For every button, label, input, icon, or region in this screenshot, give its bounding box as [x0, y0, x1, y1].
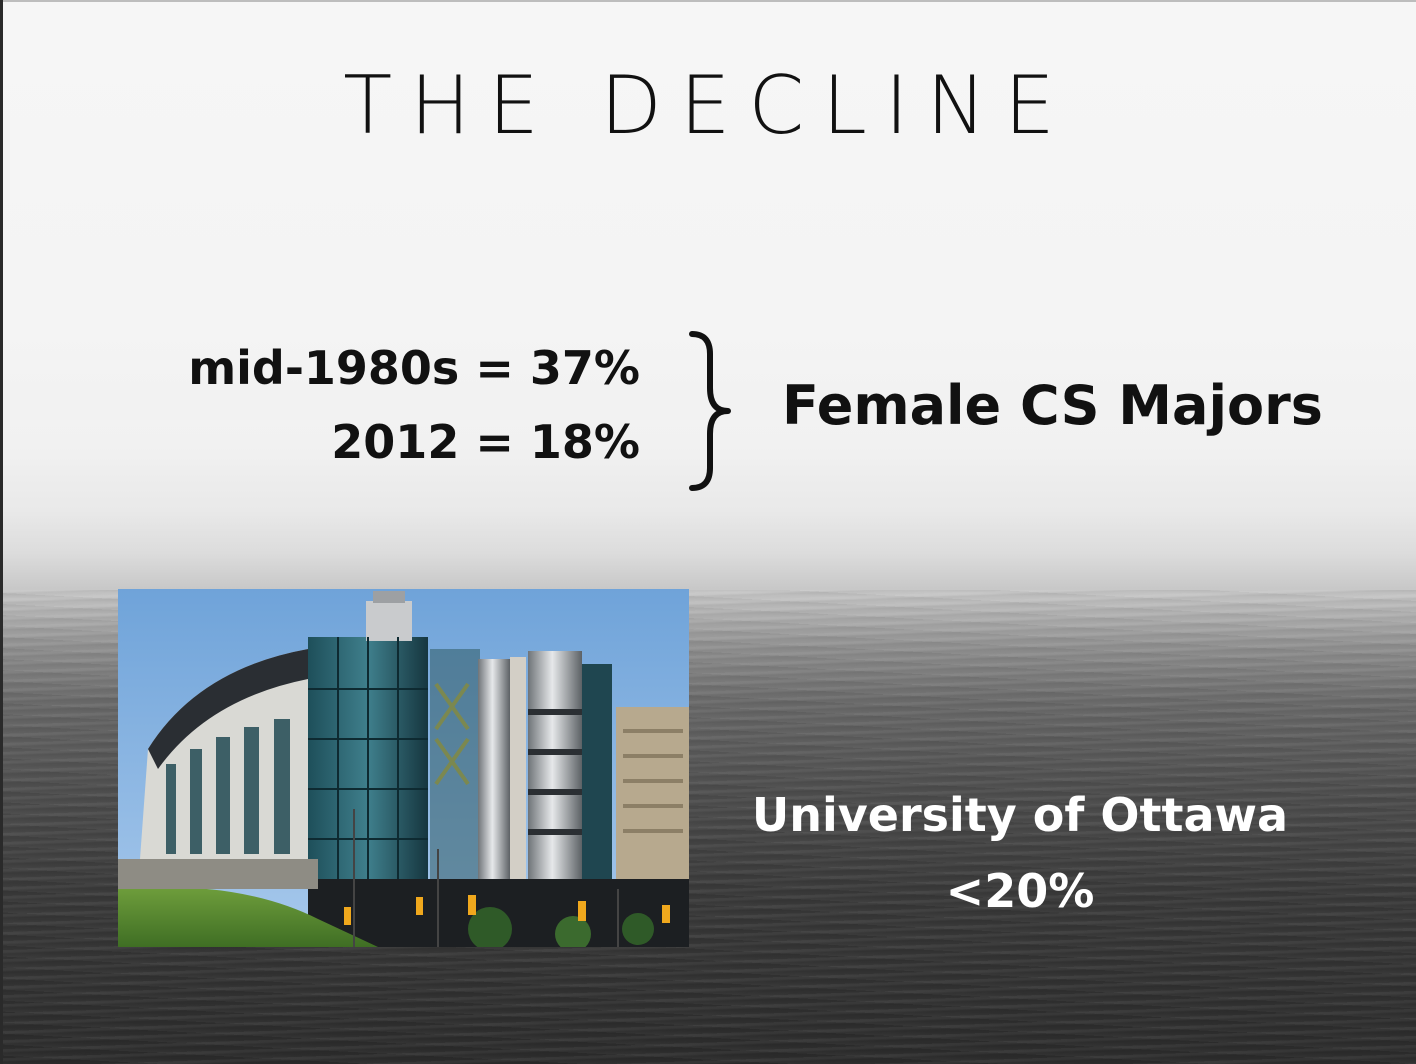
university-building-photo: [118, 589, 689, 947]
stat-2012: 2012 = 18%: [331, 415, 640, 469]
slide-title: THE DECLINE: [343, 59, 1073, 152]
slide-left-edge: [0, 0, 3, 1064]
female-cs-majors-label: Female CS Majors: [782, 374, 1323, 437]
university-percentage: <20%: [945, 864, 1095, 918]
curly-brace-icon: [689, 331, 731, 491]
stat-mid-1980s: mid-1980s = 37%: [188, 341, 640, 395]
slide-top-edge: [0, 0, 1416, 2]
university-name: University of Ottawa: [751, 788, 1289, 842]
building-illustration: [118, 589, 689, 947]
